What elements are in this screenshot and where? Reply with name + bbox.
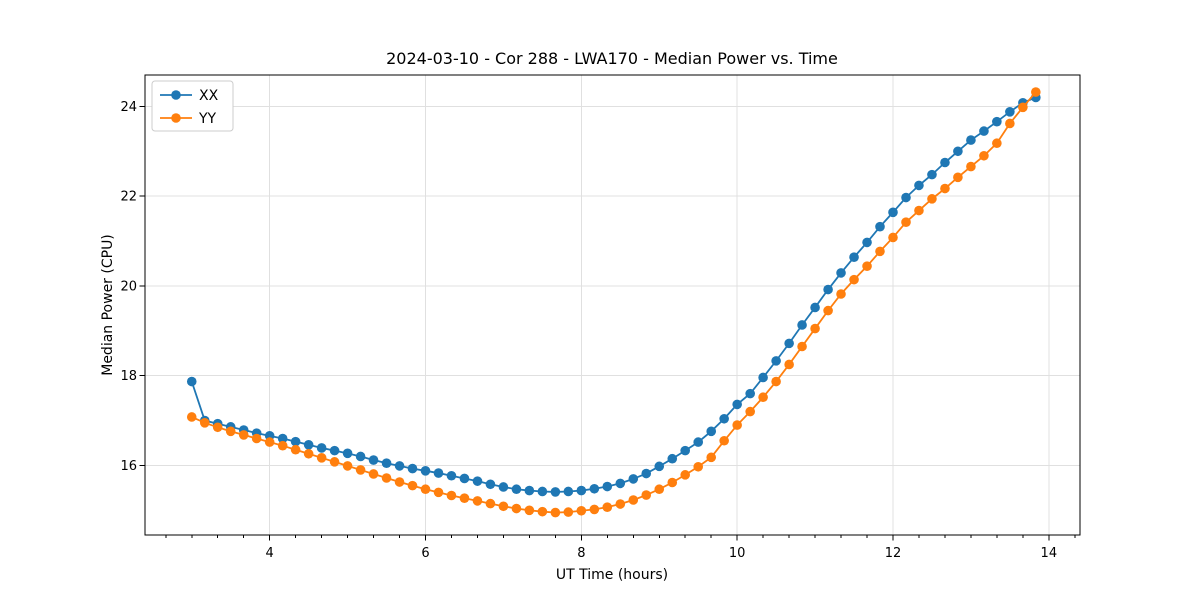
- series-xx-markers: [186, 92, 1041, 497]
- gridlines: [145, 75, 1080, 535]
- y-tick-label: 16: [120, 459, 137, 474]
- legend-marker-icon: [171, 113, 181, 123]
- x-tick-label: 14: [1041, 546, 1058, 561]
- y-axis-label: Median Power (CPU): [100, 234, 116, 376]
- series-xx: [186, 92, 1041, 497]
- tick-labels: 4 6 8 10 12 14 16 18 20 22 24: [120, 100, 1057, 561]
- plot-spines: [144, 74, 1081, 536]
- y-tick-label: 24: [120, 100, 137, 115]
- legend-marker-icon: [171, 90, 181, 100]
- x-tick-label: 6: [421, 546, 429, 561]
- y-tick-label: 20: [120, 279, 137, 294]
- x-tick-label: 4: [266, 546, 274, 561]
- legend-box: [151, 80, 234, 132]
- axis-ticks: [139, 105, 1076, 541]
- x-axis-label: UT Time (hours): [556, 567, 668, 583]
- legend-item-yy: YY: [160, 111, 217, 127]
- y-tick-label: 22: [120, 190, 137, 205]
- x-tick-label: 12: [885, 546, 902, 561]
- series-yy: [186, 87, 1041, 518]
- x-tick-label: 10: [729, 546, 746, 561]
- x-tick-label: 8: [577, 546, 585, 561]
- chart-title: 2024-03-10 - Cor 288 - LWA170 - Median P…: [386, 49, 838, 68]
- legend-label: YY: [198, 111, 217, 127]
- plot-area: 4 6 8 10 12 14 16 18 20 22 24: [120, 74, 1081, 561]
- legend: XX YY: [151, 80, 234, 132]
- series-yy-markers: [186, 87, 1041, 518]
- series-xx-line: [190, 96, 1037, 493]
- legend-label: XX: [199, 88, 219, 104]
- legend-item-xx: XX: [160, 88, 219, 104]
- y-tick-label: 18: [120, 369, 137, 384]
